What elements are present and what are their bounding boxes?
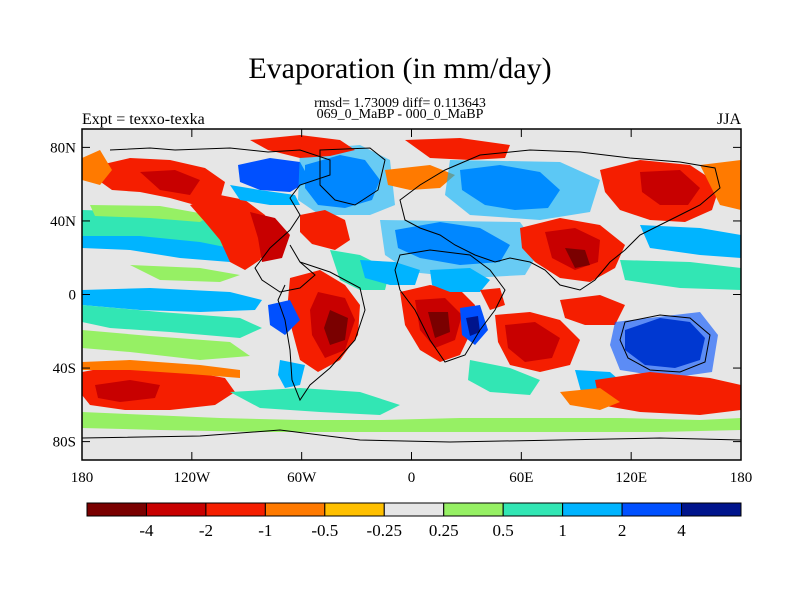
field-region bbox=[445, 160, 600, 220]
field-region bbox=[82, 150, 112, 185]
colorbar-label: 1 bbox=[558, 521, 567, 540]
lon-tick-label: 120W bbox=[173, 470, 211, 486]
colorbar-box bbox=[502, 502, 564, 517]
colorbar-box bbox=[383, 502, 445, 517]
colorbar-label: -4 bbox=[139, 521, 154, 540]
colorbar-label: -0.25 bbox=[367, 521, 402, 540]
lon-tick-label: 120E bbox=[615, 470, 647, 486]
lat-tick-label: 40S bbox=[53, 361, 76, 377]
field-region bbox=[640, 225, 741, 258]
field-region bbox=[430, 268, 490, 292]
field-region bbox=[595, 372, 741, 415]
plot-title: Evaporation (in mm/day) bbox=[248, 52, 552, 85]
stats-line: rmsd= 1.73009 diff= 0.113643 bbox=[314, 96, 486, 111]
lon-tick-label: 60E bbox=[509, 470, 533, 486]
field-region bbox=[610, 312, 718, 378]
colorbar-box bbox=[443, 502, 504, 517]
colorbar-label: 0.5 bbox=[493, 521, 514, 540]
field-region bbox=[468, 360, 540, 395]
field-region bbox=[82, 330, 250, 360]
field-region bbox=[130, 265, 240, 282]
field-region bbox=[82, 305, 262, 338]
diff-line: 069_0_MaBP - 000_0_MaBP bbox=[316, 107, 484, 122]
colorbar-box bbox=[264, 502, 326, 517]
lat-tick-label: 80N bbox=[50, 140, 76, 156]
lat-tick-label: 0 bbox=[69, 288, 77, 304]
colorbar-box bbox=[681, 502, 742, 517]
field-region bbox=[380, 220, 540, 278]
colorbar-label: 4 bbox=[677, 521, 686, 540]
field-region bbox=[250, 212, 290, 262]
field-region bbox=[82, 288, 262, 312]
colorbar-box bbox=[562, 502, 623, 517]
colorbar-label: -2 bbox=[199, 521, 213, 540]
field-region bbox=[140, 170, 200, 195]
field-region bbox=[250, 135, 355, 158]
field-region bbox=[90, 205, 210, 222]
field-region bbox=[82, 210, 245, 250]
lon-tick-label: 180 bbox=[730, 470, 753, 486]
field-region bbox=[640, 170, 700, 205]
field-region bbox=[82, 412, 741, 432]
colorbar-label: -1 bbox=[258, 521, 272, 540]
coastlines bbox=[82, 147, 741, 443]
colorbar-box bbox=[621, 502, 683, 517]
lon-tick-label: 60W bbox=[287, 470, 317, 486]
field-region bbox=[505, 322, 560, 362]
colorbar-label: 0.25 bbox=[429, 521, 459, 540]
field-region bbox=[466, 316, 480, 336]
experiment-label: Expt = texxo-texka bbox=[82, 111, 205, 128]
field-region bbox=[230, 185, 300, 205]
lon-tick-label: 0 bbox=[408, 470, 416, 486]
map-axes: 180 120W 60W 0 60E 120E 180 80N 40N 0 40S 80S bbox=[50, 129, 752, 486]
colorbar-label: 2 bbox=[618, 521, 627, 540]
map-field bbox=[82, 129, 741, 460]
field-region bbox=[95, 380, 160, 402]
colorbar-label: -0.5 bbox=[311, 521, 338, 540]
colorbar-box bbox=[205, 502, 266, 517]
lon-tick-label: 180 bbox=[71, 470, 94, 486]
season-label: JJA bbox=[716, 111, 741, 128]
field-region bbox=[82, 360, 240, 378]
field-region bbox=[428, 312, 450, 338]
field-region bbox=[560, 295, 625, 325]
lat-tick-label: 80S bbox=[53, 435, 76, 451]
field-region bbox=[300, 210, 350, 250]
lat-tick-label: 40N bbox=[50, 214, 76, 230]
field-region bbox=[385, 165, 455, 190]
field-region bbox=[230, 388, 400, 415]
field-region bbox=[238, 158, 310, 192]
field-region bbox=[324, 310, 348, 345]
field-region bbox=[480, 288, 505, 310]
colorbar-box bbox=[324, 502, 385, 517]
field-region bbox=[620, 260, 741, 290]
field-region bbox=[700, 160, 741, 210]
field-region bbox=[560, 388, 620, 410]
colorbar-box bbox=[145, 502, 207, 517]
field-region bbox=[565, 248, 590, 268]
colorbar-box bbox=[86, 502, 147, 517]
field-region bbox=[298, 145, 395, 215]
